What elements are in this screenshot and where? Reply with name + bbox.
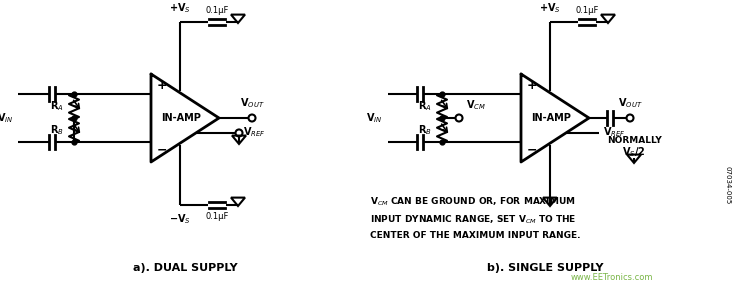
Text: www.EETronics.com: www.EETronics.com	[571, 274, 653, 282]
Text: V$_{CM}$: V$_{CM}$	[466, 98, 486, 112]
Text: R$_A$: R$_A$	[418, 99, 432, 113]
Text: 0.1μF: 0.1μF	[205, 6, 228, 15]
Text: R$_B$: R$_B$	[51, 123, 64, 137]
Text: −: −	[157, 144, 168, 157]
Text: +V$_S$: +V$_S$	[539, 1, 561, 15]
Text: IN-AMP: IN-AMP	[531, 113, 571, 123]
Text: IN-AMP: IN-AMP	[161, 113, 201, 123]
Text: V$_{CM}$ CAN BE GROUND OR, FOR MAXIMUM
INPUT DYNAMIC RANGE, SET V$_{CM}$ TO THE
: V$_{CM}$ CAN BE GROUND OR, FOR MAXIMUM I…	[370, 196, 580, 240]
Text: −: −	[527, 144, 537, 157]
Text: V$_{OUT}$: V$_{OUT}$	[618, 96, 642, 110]
Text: V$_{OUT}$: V$_{OUT}$	[239, 96, 264, 110]
Text: +: +	[157, 79, 168, 92]
Text: V$_{REF}$: V$_{REF}$	[243, 125, 266, 139]
Text: V$_{IN}$: V$_{IN}$	[367, 111, 383, 125]
Text: +V$_S$: +V$_S$	[169, 1, 191, 15]
Text: −V$_S$: −V$_S$	[169, 212, 191, 226]
Text: 0.1μF: 0.1μF	[575, 6, 599, 15]
Text: 07034-005: 07034-005	[724, 166, 730, 204]
Text: V$_{IN}$: V$_{IN}$	[0, 111, 14, 125]
Text: V$_S$/2: V$_S$/2	[622, 145, 646, 159]
Text: b). SINGLE SUPPLY: b). SINGLE SUPPLY	[487, 263, 603, 273]
Text: NORMALLY: NORMALLY	[607, 136, 662, 146]
Text: R$_A$: R$_A$	[51, 99, 64, 113]
Text: a). DUAL SUPPLY: a). DUAL SUPPLY	[132, 263, 237, 273]
Text: 0.1μF: 0.1μF	[205, 212, 228, 221]
Text: +: +	[527, 79, 537, 92]
Text: V$_{REF}$: V$_{REF}$	[603, 125, 626, 139]
Text: R$_B$: R$_B$	[418, 123, 432, 137]
